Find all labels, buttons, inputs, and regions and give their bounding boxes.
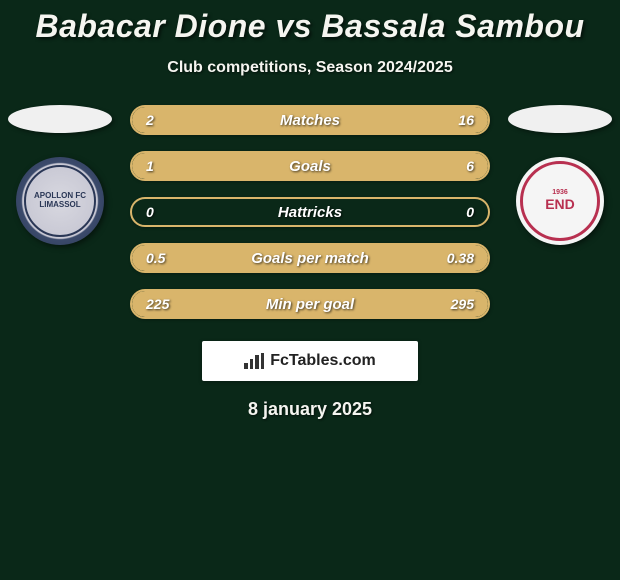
fctables-label: FcTables.com <box>270 352 376 370</box>
left-badge-sub: LIMASSOL <box>34 201 86 210</box>
fctables-badge[interactable]: FcTables.com <box>202 341 418 381</box>
stat-value-right: 0.38 <box>447 250 474 266</box>
stat-label: Hattricks <box>132 204 488 221</box>
page-title: Babacar Dione vs Bassala Sambou <box>0 8 620 45</box>
stat-value-right: 295 <box>451 296 474 312</box>
left-club-badge: APOLLON FC LIMASSOL <box>16 157 104 245</box>
stat-value-right: 0 <box>466 204 474 220</box>
stat-bar: 225Min per goal295 <box>130 289 490 319</box>
main-row: APOLLON FC LIMASSOL 2Matches16 1Goals6 0Ha… <box>0 105 620 319</box>
stat-value-right: 16 <box>458 112 474 128</box>
bar-chart-icon <box>244 353 264 369</box>
stat-label: Matches <box>132 112 488 129</box>
stat-bar: 0.5Goals per match0.38 <box>130 243 490 273</box>
left-country-flag <box>8 105 112 133</box>
comparison-card: Babacar Dione vs Bassala Sambou Club com… <box>0 0 620 420</box>
right-badge-text: END <box>545 197 575 212</box>
stat-bar: 0Hattricks0 <box>130 197 490 227</box>
stat-bar: 2Matches16 <box>130 105 490 135</box>
left-player-col: APOLLON FC LIMASSOL <box>8 105 112 245</box>
right-player-col: 1936 END <box>508 105 612 245</box>
right-club-badge: 1936 END <box>516 157 604 245</box>
subtitle: Club competitions, Season 2024/2025 <box>0 59 620 77</box>
right-country-flag <box>508 105 612 133</box>
stat-bar: 1Goals6 <box>130 151 490 181</box>
generated-date: 8 january 2025 <box>0 399 620 420</box>
stat-value-right: 6 <box>466 158 474 174</box>
stats-column: 2Matches16 1Goals6 0Hattricks0 0.5Goals per… <box>112 105 508 319</box>
stat-label: Goals <box>132 158 488 175</box>
stat-label: Min per goal <box>132 296 488 313</box>
stat-label: Goals per match <box>132 250 488 267</box>
